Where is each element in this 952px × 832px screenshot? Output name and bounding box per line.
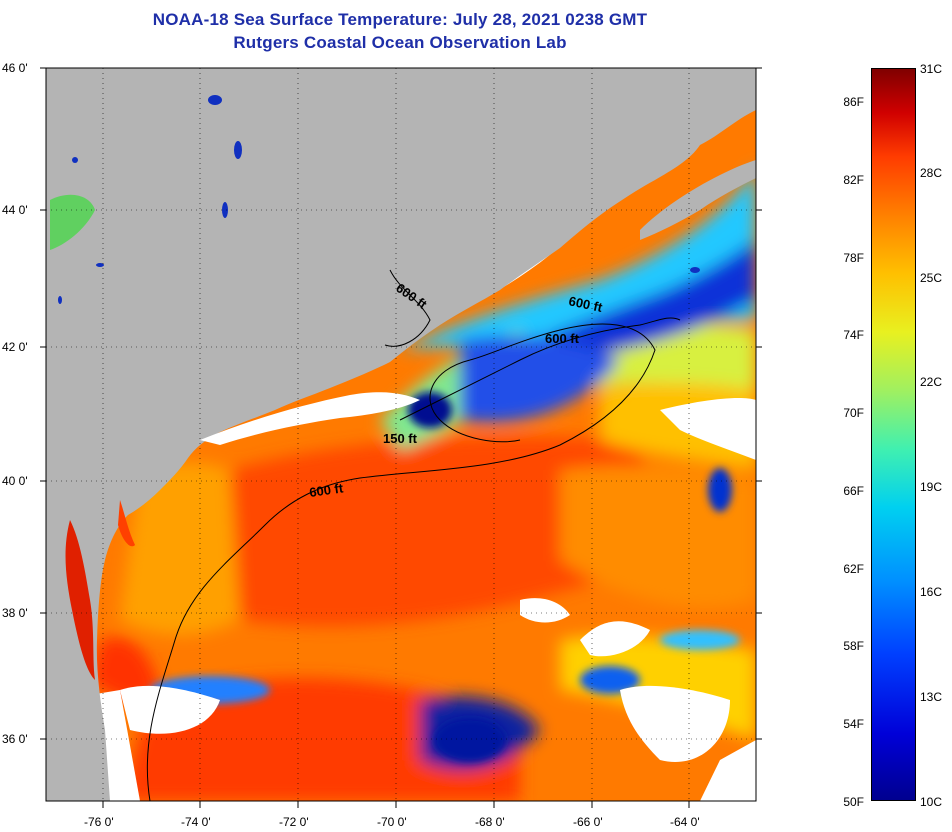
lat-label-44: 44 0': [2, 203, 28, 217]
tick-marks: [40, 67, 762, 808]
lon-label-68: -68 0': [475, 815, 505, 829]
depth-contours: [146, 269, 681, 801]
depth-label-5: 600 ft: [308, 480, 344, 500]
land: [46, 68, 756, 801]
shelf-cloud: [200, 392, 420, 445]
colorbar-f-58: 58F: [843, 639, 864, 653]
colorbar-c-13: 13C: [920, 690, 943, 704]
lon-label-64: -64 0': [670, 815, 700, 829]
inland-lakes: [58, 95, 700, 304]
depth-label-3: 600 ft: [545, 331, 580, 346]
map-subtitle: Rutgers Coastal Ocean Observation Lab: [233, 33, 567, 52]
colorbar-c-22: 22C: [920, 375, 943, 389]
colorbar-c-28: 28C: [920, 166, 943, 180]
lon-label-72: -72 0': [279, 815, 309, 829]
colorbar-c-19: 19C: [920, 480, 943, 494]
colorbar-f-54: 54F: [843, 717, 864, 731]
colorbar-c-16: 16C: [920, 585, 943, 599]
lat-label-46: 46 0': [2, 61, 28, 75]
lat-label-40: 40 0': [2, 474, 28, 488]
colorbar-f-50: 50F: [843, 795, 864, 809]
colorbar-c-10: 10C: [920, 795, 943, 809]
lat-label-36: 36 0': [2, 732, 28, 746]
map-frame: [45, 67, 757, 802]
lon-label-76: -76 0': [84, 815, 114, 829]
map-area: 600 ft 600 ft 600 ft 150 ft 600 ft: [46, 68, 756, 801]
colorbar-f-86: 86F: [843, 95, 864, 109]
lat-label-38: 38 0': [2, 606, 28, 620]
colorbar-c-25: 25C: [920, 271, 943, 285]
colorbar-f-62: 62F: [843, 562, 864, 576]
colorbar-f-74: 74F: [843, 328, 864, 342]
lon-label-74: -74 0': [181, 815, 211, 829]
lon-label-66: -66 0': [573, 815, 603, 829]
map-title: NOAA-18 Sea Surface Temperature: July 28…: [152, 10, 648, 29]
depth-label-4: 150 ft: [383, 431, 418, 446]
lake-champlain-area: [50, 194, 95, 250]
colorbar-f-82: 82F: [843, 173, 864, 187]
depth-label-2: 600 ft: [567, 293, 604, 315]
coastal-bays: [65, 500, 135, 680]
gridlines: [46, 68, 756, 801]
temperature-colorbar: [871, 68, 916, 801]
lat-label-42: 42 0': [2, 340, 28, 354]
colorbar-c-31: 31C: [920, 62, 943, 76]
colorbar-f-78: 78F: [843, 251, 864, 265]
lon-label-70: -70 0': [377, 815, 407, 829]
colorbar-f-66: 66F: [843, 484, 864, 498]
colorbar-f-70: 70F: [843, 406, 864, 420]
